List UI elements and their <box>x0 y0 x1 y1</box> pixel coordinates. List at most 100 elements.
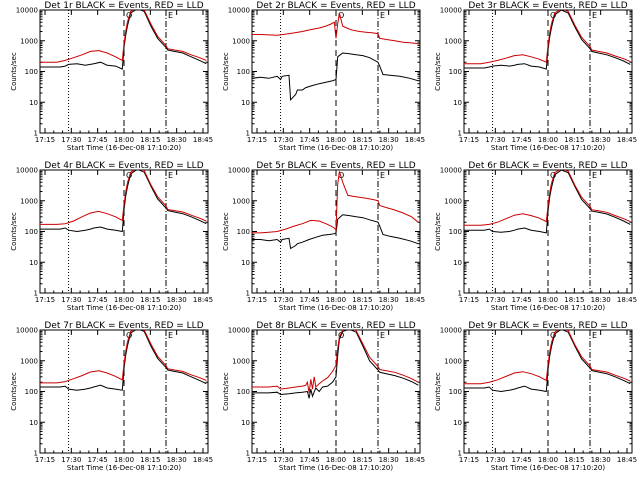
x-tick-label: 18:00 <box>326 136 346 144</box>
x-axis-label: Start Time (16-Dec-08 17:10:20) <box>491 144 605 152</box>
y-tick-label: 1 <box>458 130 462 138</box>
x-tick-label: 18:45 <box>193 136 213 144</box>
marker-flag: O <box>550 331 556 340</box>
panel-9: Det 9r BLACK = Events, RED = LLD 1 10 100 10… <box>434 321 637 472</box>
x-axis-label: Start Time (16-Dec-08 17:10:20) <box>67 304 181 312</box>
x-tick-label: 18:45 <box>617 296 637 304</box>
y-tick-label: 10 <box>29 259 38 267</box>
series-events-line <box>40 10 207 70</box>
y-axis-label: Counts/sec <box>222 52 230 91</box>
y-tick-label: 1 <box>246 450 250 458</box>
x-axis-label: Start Time (16-Dec-08 17:10:20) <box>491 304 605 312</box>
y-tick-label: 100 <box>449 228 462 236</box>
y-tick-label: 10000 <box>440 167 462 175</box>
x-tick-label: 18:30 <box>379 136 399 144</box>
x-tick-label: 18:15 <box>352 456 372 464</box>
y-tick-label: 10 <box>241 259 250 267</box>
series-lld-line <box>252 330 419 393</box>
y-tick-label: 1 <box>246 130 250 138</box>
x-tick-label: 18:45 <box>405 136 425 144</box>
x-tick-label: 17:15 <box>35 136 55 144</box>
y-tick-label: 1 <box>246 290 250 298</box>
x-axis-label: Start Time (16-Dec-08 17:10:20) <box>279 144 393 152</box>
y-axis-label: Counts/sec <box>10 372 18 411</box>
panel-title: Det 8r BLACK = Events, RED = LLD <box>256 321 415 331</box>
y-tick-label: 100 <box>237 68 250 76</box>
panel-title: Det 4r BLACK = Events, RED = LLD <box>44 161 203 171</box>
panel-title: Det 6r BLACK = Events, RED = LLD <box>468 161 627 171</box>
x-axis-label: Start Time (16-Dec-08 17:10:20) <box>279 304 393 312</box>
marker-flag: E <box>380 331 385 340</box>
y-tick-label: 10 <box>453 259 462 267</box>
panel-3: Det 3r BLACK = Events, RED = LLD 1 10 100 10… <box>434 1 637 152</box>
y-tick-label: 10000 <box>228 167 250 175</box>
x-tick-label: 17:45 <box>512 296 532 304</box>
x-tick-label: 17:15 <box>247 296 267 304</box>
x-tick-label: 17:30 <box>485 296 505 304</box>
x-tick-label: 18:00 <box>114 456 134 464</box>
y-tick-label: 100 <box>237 388 250 396</box>
x-tick-label: 18:15 <box>140 296 160 304</box>
x-tick-label: 18:15 <box>140 136 160 144</box>
series-lld-line <box>40 10 207 63</box>
series-lld-line <box>464 330 631 385</box>
marker-flag: O <box>338 11 344 20</box>
x-tick-label: 17:45 <box>88 136 108 144</box>
x-tick-label: 18:00 <box>326 296 346 304</box>
x-axis-label: Start Time (16-Dec-08 17:10:20) <box>491 464 605 472</box>
x-tick-label: 17:45 <box>88 456 108 464</box>
y-tick-label: 10000 <box>228 327 250 335</box>
x-tick-label: 17:15 <box>459 296 479 304</box>
series-lld-line <box>40 330 207 384</box>
x-tick-label: 18:45 <box>405 456 425 464</box>
y-axis-label: Counts/sec <box>434 212 442 251</box>
x-tick-label: 17:30 <box>273 296 293 304</box>
x-axis-label: Start Time (16-Dec-08 17:10:20) <box>67 144 181 152</box>
x-tick-label: 17:45 <box>512 456 532 464</box>
marker-flag: O <box>550 171 556 180</box>
y-tick-label: 10000 <box>440 7 462 15</box>
panel-title: Det 2r BLACK = Events, RED = LLD <box>256 1 415 11</box>
x-tick-label: 18:45 <box>405 296 425 304</box>
panel-6: Det 6r BLACK = Events, RED = LLD 1 10 100 10… <box>434 161 637 312</box>
marker-flag: E <box>592 171 597 180</box>
x-tick-label: 17:15 <box>247 136 267 144</box>
panel-title: Det 5r BLACK = Events, RED = LLD <box>256 161 415 171</box>
x-tick-label: 18:00 <box>326 456 346 464</box>
x-tick-label: 17:15 <box>459 456 479 464</box>
marker-flag: O <box>550 11 556 20</box>
y-axis-label: Counts/sec <box>222 212 230 251</box>
panel-4: Det 4r BLACK = Events, RED = LLD 1 10 100 10… <box>10 161 213 312</box>
x-tick-label: 18:00 <box>114 136 134 144</box>
y-tick-label: 1 <box>458 450 462 458</box>
y-tick-label: 1 <box>458 290 462 298</box>
x-axis-label: Start Time (16-Dec-08 17:10:20) <box>279 464 393 472</box>
y-tick-label: 10 <box>29 419 38 427</box>
y-tick-label: 10000 <box>16 167 38 175</box>
y-tick-label: 1 <box>34 130 38 138</box>
panel-7: Det 7r BLACK = Events, RED = LLD 1 10 100 10… <box>10 321 213 472</box>
x-tick-label: 18:15 <box>352 136 372 144</box>
x-tick-label: 17:15 <box>35 456 55 464</box>
x-axis-label: Start Time (16-Dec-08 17:10:20) <box>67 464 181 472</box>
y-tick-label: 10000 <box>440 327 462 335</box>
x-tick-label: 18:15 <box>352 296 372 304</box>
y-tick-label: 100 <box>25 388 38 396</box>
y-axis-label: Counts/sec <box>10 212 18 251</box>
y-tick-label: 10 <box>241 99 250 107</box>
marker-flag: E <box>380 11 385 20</box>
panel-5: Det 5r BLACK = Events, RED = LLD 1 10 100 10… <box>222 161 425 312</box>
marker-flag: E <box>592 11 597 20</box>
marker-flag: O <box>126 171 132 180</box>
x-tick-label: 17:30 <box>485 456 505 464</box>
x-tick-label: 18:00 <box>538 456 558 464</box>
y-tick-label: 100 <box>449 388 462 396</box>
series-events-line <box>40 330 207 391</box>
y-tick-label: 1000 <box>20 37 38 45</box>
marker-flag: E <box>380 171 385 180</box>
series-events-line <box>252 214 419 250</box>
y-tick-label: 1000 <box>20 197 38 205</box>
marker-flag: E <box>168 11 173 20</box>
x-tick-label: 17:45 <box>300 136 320 144</box>
y-tick-label: 10000 <box>16 7 38 15</box>
